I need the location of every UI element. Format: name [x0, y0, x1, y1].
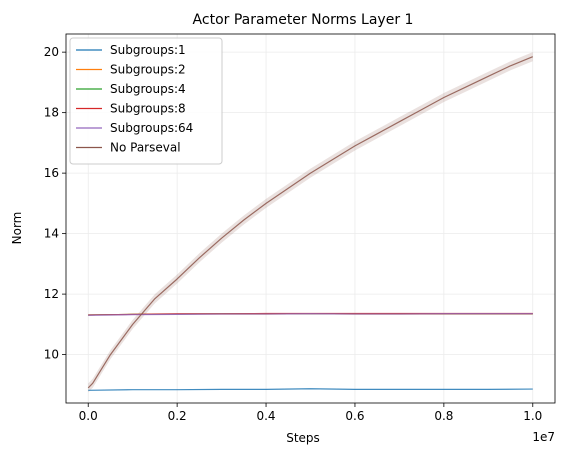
legend-label-subgroups-1: Subgroups:1 — [110, 43, 186, 57]
x-tick-label: 0.4 — [256, 409, 275, 423]
legend-label-subgroups-4: Subgroups:4 — [110, 82, 186, 96]
x-axis-offset-label: 1e7 — [532, 430, 555, 444]
legend-label-subgroups-2: Subgroups:2 — [110, 63, 186, 77]
series-line-subgroups-1 — [88, 388, 533, 391]
series-lines — [87, 56, 533, 391]
x-tick-label: 0.6 — [345, 409, 364, 423]
x-tick-label: 1.0 — [523, 409, 542, 423]
y-tick-label: 10 — [44, 348, 59, 362]
series-line-no-parseval — [87, 56, 533, 389]
series-line-subgroups-64 — [88, 313, 533, 316]
y-tick-label: 20 — [44, 45, 59, 59]
axis-ticks: 0.0 0.2 0.4 0.6 0.8 1.0 10 12 14 16 18 20 — [44, 45, 543, 423]
legend-label-subgroups-8: Subgroups:8 — [110, 102, 186, 116]
x-tick-label: 0.8 — [434, 409, 453, 423]
chart-title: Actor Parameter Norms Layer 1 — [193, 12, 414, 28]
y-tick-label: 16 — [44, 166, 59, 180]
legend-label-subgroups-64: Subgroups:64 — [110, 121, 193, 135]
y-tick-label: 18 — [44, 106, 59, 120]
y-tick-label: 14 — [44, 227, 59, 241]
legend-frame — [69, 37, 223, 165]
legend: Subgroups:1 Subgroups:2 Subgroups:4 Subgrou… — [69, 37, 223, 165]
y-axis-label: Norm — [10, 212, 24, 245]
y-tick-label: 12 — [44, 287, 59, 301]
x-axis-label: Steps — [286, 431, 320, 445]
legend-label-no-parseval: No Parseval — [110, 141, 181, 155]
x-tick-label: 0.0 — [79, 409, 98, 423]
x-tick-label: 0.2 — [168, 409, 187, 423]
plot-area — [65, 33, 556, 404]
